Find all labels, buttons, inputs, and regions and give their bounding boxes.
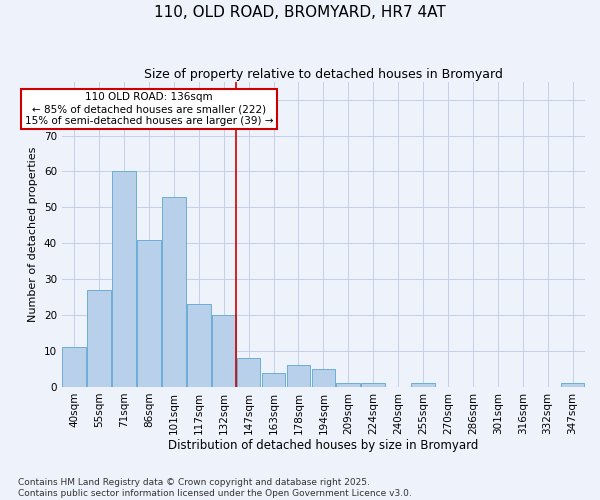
Bar (237, 358, 260, 387)
Y-axis label: Number of detached properties: Number of detached properties (28, 146, 38, 322)
Bar (112, 172, 136, 387)
Bar (162, 196, 186, 387)
Bar (337, 384, 360, 387)
Bar (187, 304, 211, 387)
Bar (62, 348, 86, 387)
Bar (87, 290, 111, 387)
Bar (361, 384, 385, 387)
Title: Size of property relative to detached houses in Bromyard: Size of property relative to detached ho… (144, 68, 503, 80)
Bar (262, 372, 286, 387)
Text: 110, OLD ROAD, BROMYARD, HR7 4AT: 110, OLD ROAD, BROMYARD, HR7 4AT (154, 5, 446, 20)
Text: 110 OLD ROAD: 136sqm
← 85% of detached houses are smaller (222)
15% of semi-deta: 110 OLD ROAD: 136sqm ← 85% of detached h… (25, 92, 273, 126)
X-axis label: Distribution of detached houses by size in Bromyard: Distribution of detached houses by size … (168, 440, 479, 452)
Bar (212, 315, 236, 387)
Bar (561, 384, 584, 387)
Bar (311, 369, 335, 387)
Bar (137, 240, 161, 387)
Text: Contains HM Land Registry data © Crown copyright and database right 2025.
Contai: Contains HM Land Registry data © Crown c… (18, 478, 412, 498)
Bar (287, 366, 310, 387)
Bar (411, 384, 435, 387)
